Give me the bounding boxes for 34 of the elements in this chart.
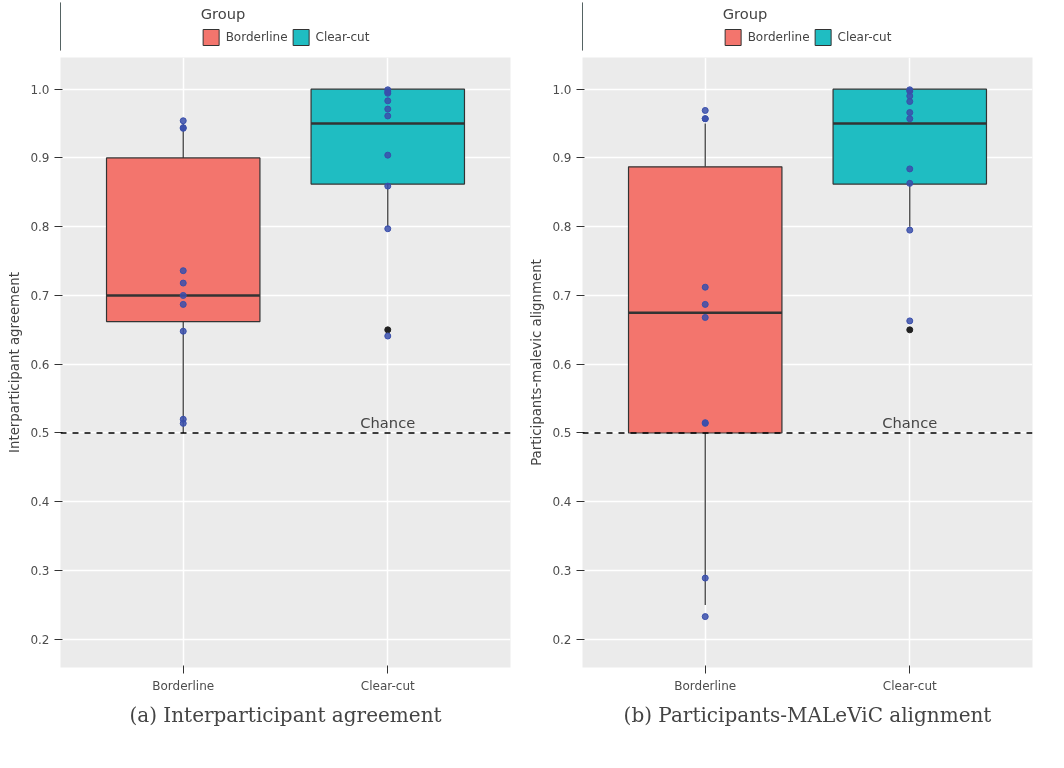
legend-label: Borderline: [225, 30, 288, 44]
y-tick-label: 0.5: [30, 426, 50, 441]
y-tick-label: 1.0: [30, 82, 50, 97]
legend-label: Borderline: [747, 30, 810, 44]
ref-line-label: Chance: [360, 413, 416, 431]
text: (a) Interparticipant agreement: [129, 702, 442, 727]
y-axis-title: Interparticipant agreement: [7, 272, 23, 453]
y-tick-label: 0.6: [552, 357, 572, 372]
y-tick-label: 0.7: [30, 288, 50, 303]
text: (b) Participants-MALeViC alignment: [623, 702, 992, 727]
legend-title: Group: [200, 5, 247, 22]
y-tick-label: 0.8: [30, 220, 50, 235]
y-tick-label: 0.4: [30, 495, 50, 510]
legend-label: Clear-cut: [315, 30, 370, 44]
x-tick-label: Borderline: [674, 678, 737, 693]
legend-title: Group: [722, 5, 769, 22]
y-tick-label: 0.2: [30, 632, 50, 647]
y-tick-label: 0.4: [552, 495, 572, 510]
y-tick-label: 1.0: [552, 82, 572, 97]
y-tick-label: 0.3: [552, 564, 572, 579]
y-axis-title: Participants-malevic alignment: [529, 259, 545, 466]
ref-line-label: Chance: [882, 413, 938, 431]
x-tick-label: Clear-cut: [882, 678, 937, 693]
y-tick-label: 0.3: [30, 564, 50, 579]
x-tick-label: Borderline: [152, 678, 215, 693]
y-tick-label: 0.7: [552, 288, 572, 303]
y-tick-label: 0.8: [552, 220, 572, 235]
legend-label: Clear-cut: [837, 30, 892, 44]
y-tick-label: 0.9: [552, 151, 572, 166]
x-tick-label: Clear-cut: [360, 678, 415, 693]
y-tick-label: 0.9: [30, 151, 50, 166]
y-tick-label: 0.5: [552, 426, 572, 441]
y-tick-label: 0.2: [552, 632, 572, 647]
y-tick-label: 0.6: [30, 357, 50, 372]
